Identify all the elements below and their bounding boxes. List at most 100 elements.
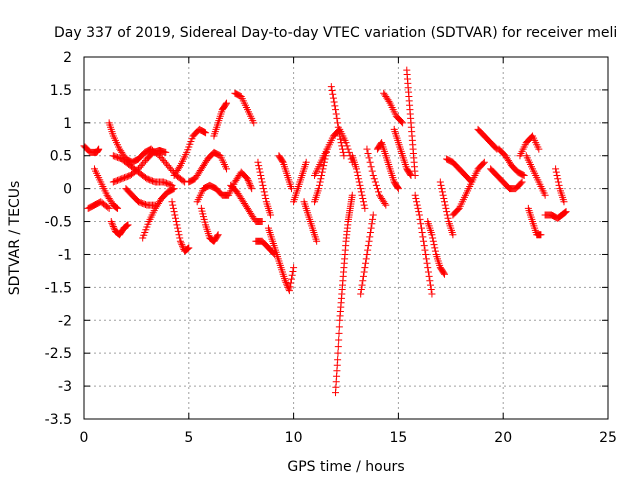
data-point bbox=[334, 343, 342, 351]
data-point bbox=[107, 218, 115, 226]
data-point bbox=[552, 165, 560, 173]
data-point bbox=[331, 102, 339, 110]
data-point bbox=[95, 145, 103, 153]
data-point bbox=[245, 178, 253, 186]
data-point bbox=[394, 184, 402, 192]
series-track-18 bbox=[227, 181, 266, 226]
data-point bbox=[255, 165, 263, 173]
data-point bbox=[418, 229, 426, 237]
data-point bbox=[170, 208, 178, 216]
series-track-34 bbox=[390, 125, 415, 179]
data-point bbox=[357, 290, 365, 298]
x-axis-label: GPS time / hours bbox=[287, 459, 404, 475]
data-point bbox=[479, 159, 487, 167]
data-point bbox=[352, 165, 360, 173]
data-point bbox=[426, 277, 434, 285]
data-point bbox=[179, 177, 187, 185]
data-point bbox=[355, 175, 363, 183]
data-point bbox=[178, 241, 186, 249]
data-point bbox=[358, 281, 366, 289]
y-tick-label: -3.5 bbox=[45, 412, 72, 428]
data-point bbox=[335, 323, 343, 331]
data-point bbox=[412, 195, 420, 203]
data-point bbox=[250, 119, 258, 127]
data-point bbox=[413, 201, 421, 209]
data-point bbox=[123, 222, 131, 230]
data-point bbox=[335, 329, 343, 337]
series-track-41 bbox=[474, 125, 501, 153]
series-track-03 bbox=[90, 165, 122, 212]
data-point bbox=[480, 158, 488, 166]
y-tick-label: -1 bbox=[58, 247, 72, 263]
data-point bbox=[109, 222, 117, 230]
data-point bbox=[365, 237, 373, 245]
data-point bbox=[440, 269, 448, 277]
data-point bbox=[345, 148, 353, 156]
y-tick-label: 0.5 bbox=[50, 149, 72, 165]
series-track-27 bbox=[327, 83, 348, 160]
data-point bbox=[214, 231, 222, 239]
data-point bbox=[288, 185, 296, 193]
data-point bbox=[419, 233, 427, 241]
data-point bbox=[168, 198, 176, 206]
data-point bbox=[364, 150, 372, 158]
x-tick-labels: 0 5 10 15 20 25 bbox=[80, 430, 617, 446]
data-point bbox=[361, 264, 369, 272]
data-point bbox=[124, 221, 132, 229]
data-point bbox=[417, 220, 425, 228]
data-point bbox=[366, 233, 374, 241]
series-track-09 bbox=[139, 185, 178, 242]
data-point bbox=[541, 191, 549, 199]
data-point bbox=[257, 175, 265, 183]
data-point bbox=[175, 163, 183, 171]
y-tick-label: -2 bbox=[58, 313, 72, 329]
data-point bbox=[329, 94, 337, 102]
data-point bbox=[442, 204, 450, 212]
data-point bbox=[173, 221, 181, 229]
series-track-28 bbox=[332, 191, 356, 397]
chart-title: Day 337 of 2019, Sidereal Day-to-day VTE… bbox=[54, 25, 617, 41]
data-point bbox=[519, 171, 527, 179]
data-point bbox=[560, 198, 568, 206]
data-point bbox=[201, 128, 209, 136]
y-tick-label: -1.5 bbox=[45, 280, 72, 296]
y-tick-label: 1 bbox=[63, 116, 72, 132]
series-track-21 bbox=[264, 224, 298, 295]
data-point bbox=[328, 86, 336, 94]
data-point bbox=[332, 110, 340, 118]
series-track-45 bbox=[522, 152, 549, 199]
data-point bbox=[357, 185, 365, 193]
data-point bbox=[334, 119, 342, 127]
data-point bbox=[439, 191, 447, 199]
data-point bbox=[334, 356, 342, 364]
data-point bbox=[223, 99, 231, 107]
series-track-46 bbox=[524, 204, 545, 239]
x-tick-label: 25 bbox=[599, 430, 617, 446]
data-point bbox=[415, 208, 423, 216]
data-point bbox=[176, 234, 184, 242]
data-point bbox=[261, 191, 269, 199]
data-point bbox=[420, 242, 428, 250]
data-point bbox=[112, 203, 120, 211]
data-point bbox=[172, 218, 180, 226]
data-point bbox=[365, 154, 373, 162]
data-point bbox=[369, 171, 377, 179]
x-tick-label: 5 bbox=[184, 430, 193, 446]
series-track-22 bbox=[275, 152, 296, 193]
data-point bbox=[553, 171, 561, 179]
data-point bbox=[169, 185, 177, 193]
data-point bbox=[429, 234, 437, 242]
data-point bbox=[243, 175, 251, 183]
series-track-44 bbox=[516, 132, 543, 160]
data-point bbox=[170, 185, 178, 193]
data-point bbox=[114, 204, 122, 212]
data-point bbox=[360, 268, 368, 276]
series-track-47 bbox=[541, 208, 570, 222]
y-tick-label: 1.5 bbox=[50, 83, 72, 99]
data-point bbox=[359, 272, 367, 280]
series-track-42 bbox=[487, 165, 526, 193]
data-point bbox=[183, 245, 191, 253]
x-tick-label: 10 bbox=[285, 430, 303, 446]
series-track-39 bbox=[443, 155, 476, 186]
